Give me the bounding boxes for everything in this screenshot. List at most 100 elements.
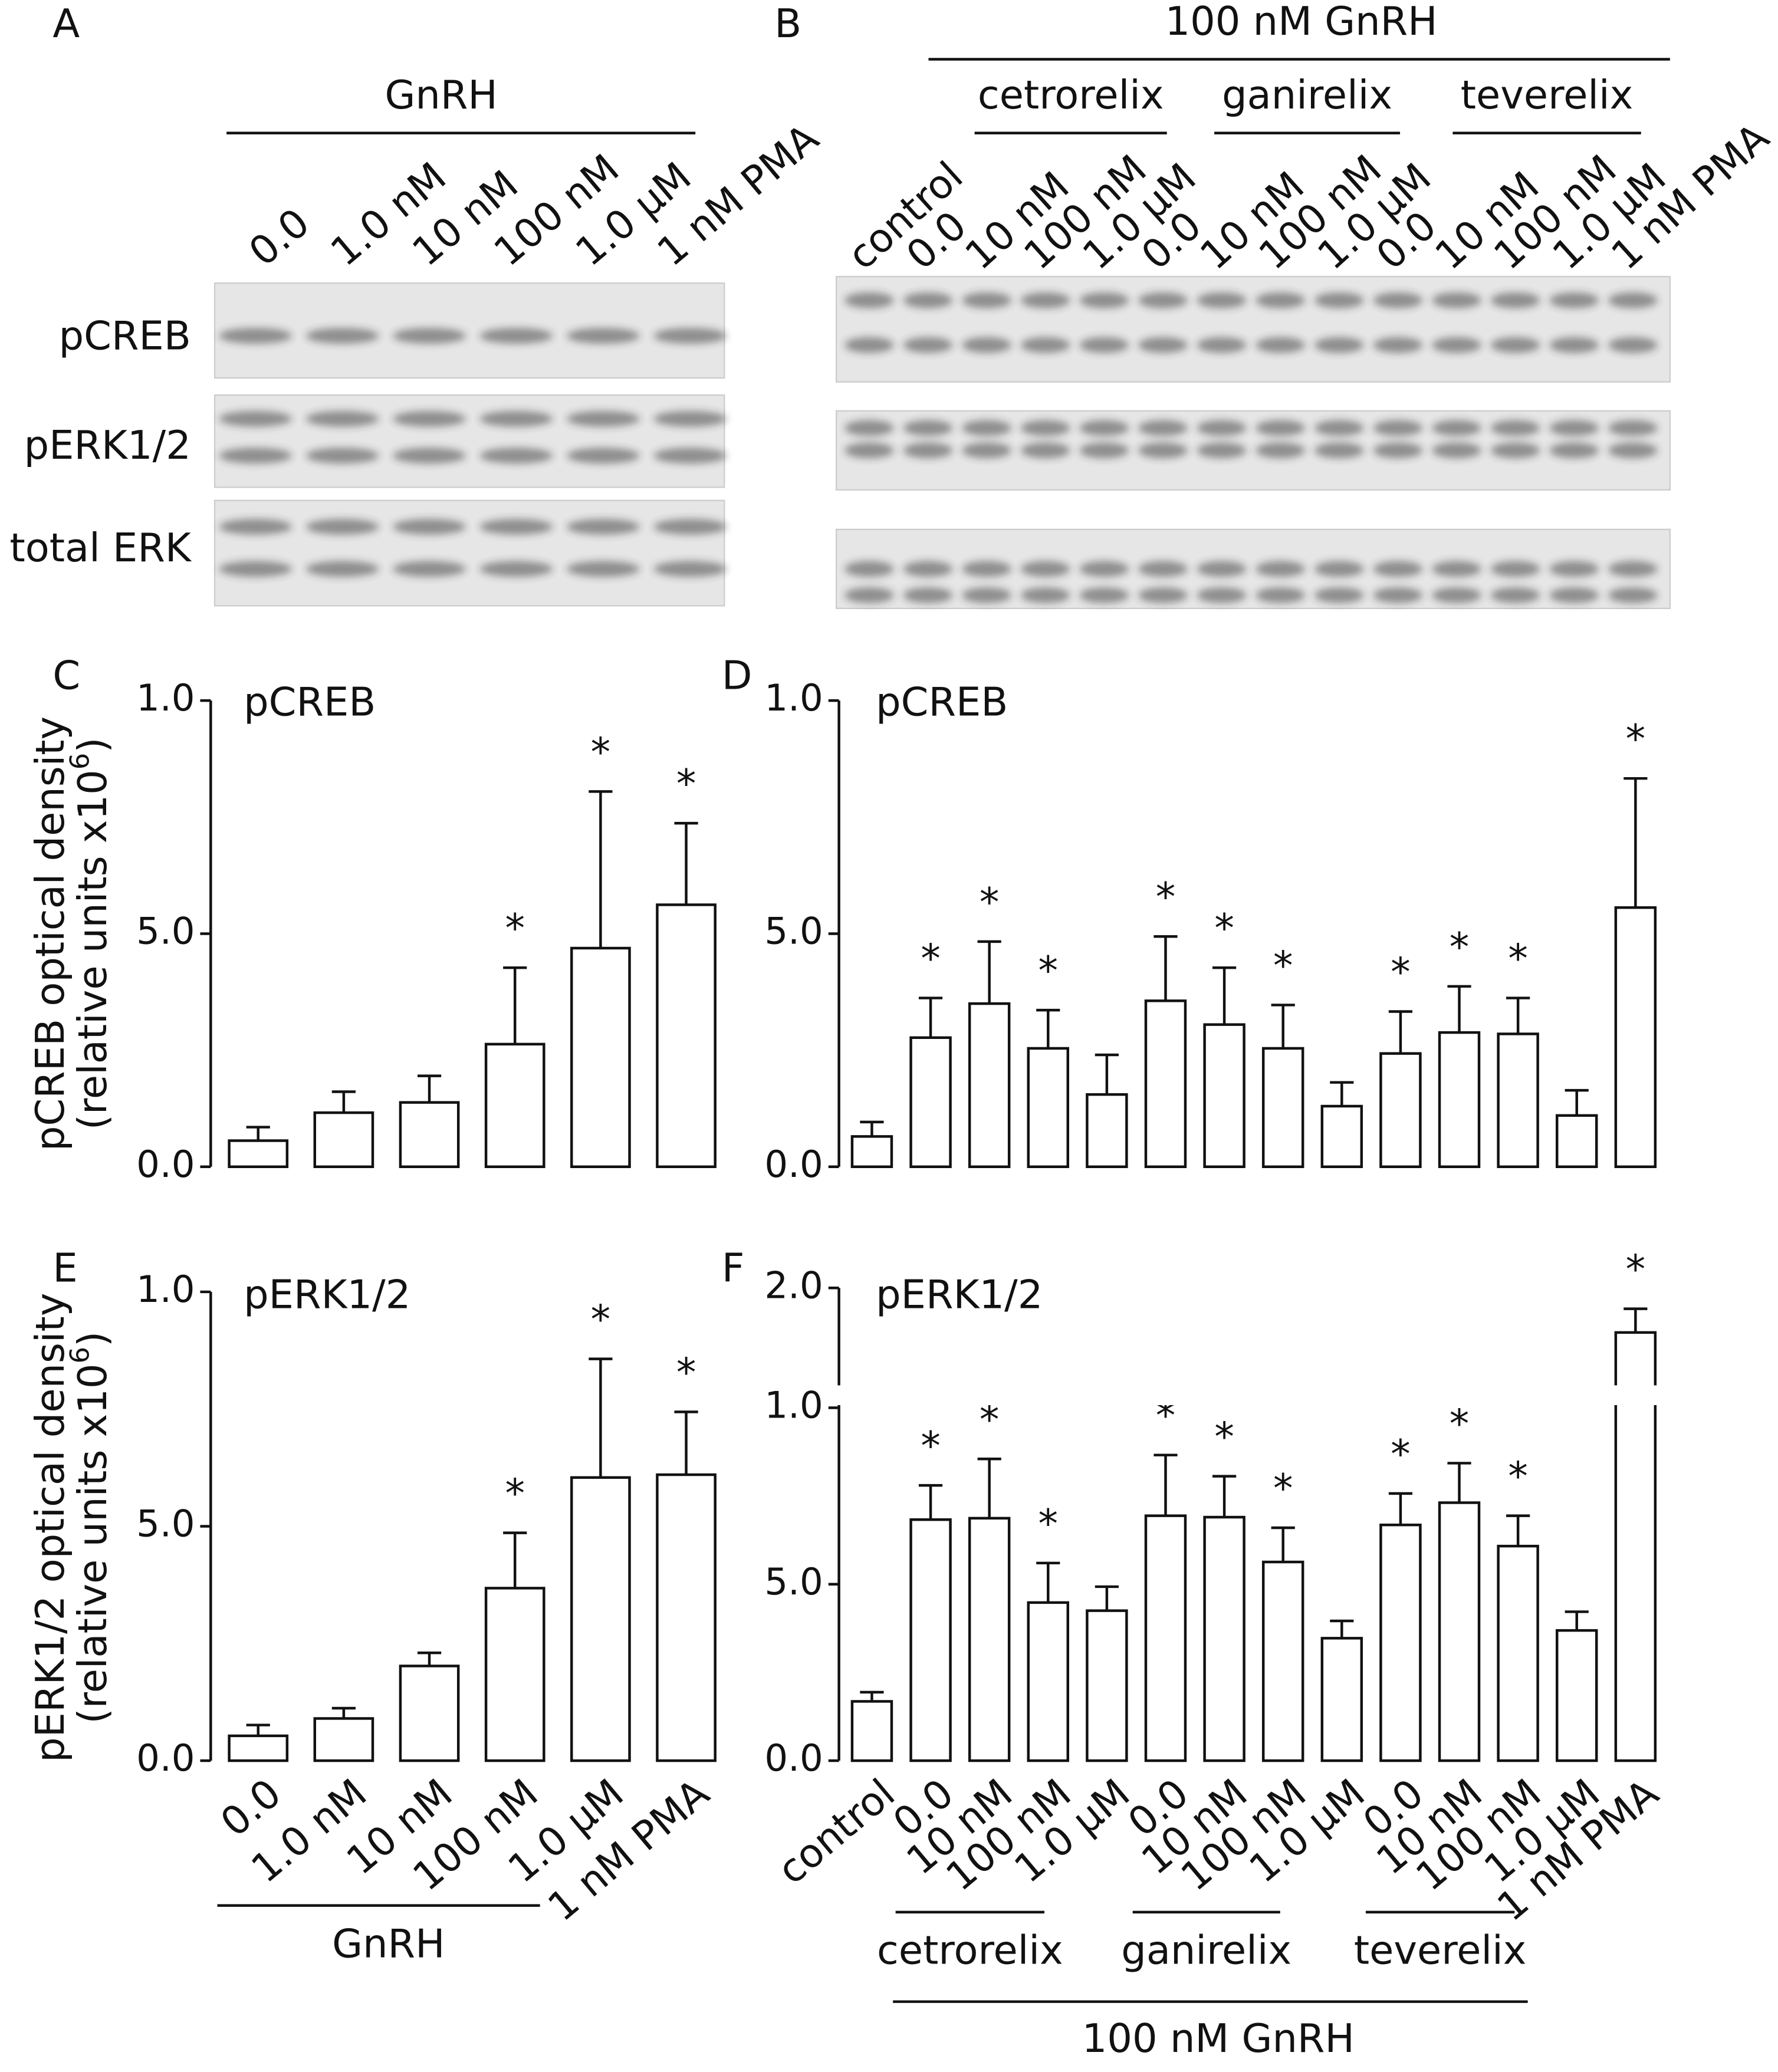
error-bar (246, 1724, 270, 1736)
blot-band (903, 420, 953, 436)
error-bar (1212, 966, 1237, 1025)
error-bar (1212, 1475, 1237, 1518)
bar (909, 1036, 952, 1169)
units-text: (relative units x10 (69, 1363, 115, 1724)
blot-band (1197, 561, 1247, 577)
error-bar (503, 1531, 527, 1588)
blot-band (1020, 337, 1070, 353)
significance-marker: * (1450, 924, 1470, 970)
blot-band (479, 328, 553, 344)
blot-band (1432, 292, 1481, 308)
blot-band (1432, 442, 1481, 459)
blot-band (219, 518, 293, 535)
blot-background (836, 528, 1671, 609)
significance-marker: * (591, 1297, 611, 1343)
blot-band (1314, 420, 1364, 436)
blot-band (566, 518, 640, 535)
y-tick-label: 1.0 (764, 676, 823, 719)
bar (1556, 1629, 1598, 1762)
blot-band (479, 518, 553, 535)
blot-row-label: total ERK (10, 525, 192, 571)
blot-band (1608, 587, 1658, 603)
category-group-label: GnRH (332, 1920, 445, 1966)
blot-band (844, 292, 894, 308)
blot-band (393, 518, 466, 535)
error-bar (1623, 777, 1648, 908)
blot-band (1256, 292, 1306, 308)
error-bar (589, 1357, 613, 1478)
blot-band (1314, 561, 1364, 577)
error-bar (503, 966, 527, 1044)
blot-band (1020, 292, 1070, 308)
blot-band (962, 337, 1012, 353)
error-bar (674, 821, 698, 905)
blot-band (1079, 337, 1129, 353)
significance-marker: * (921, 1423, 941, 1469)
blot-header: 100 nM GnRH (1165, 0, 1437, 44)
blot-band (1432, 337, 1481, 353)
error-bar (918, 996, 943, 1038)
blot-band (1490, 587, 1540, 603)
blot-band (1373, 587, 1423, 603)
units-text: (relative units x10 (69, 769, 115, 1130)
panel-letter: F (722, 1245, 745, 1291)
error-bar (417, 1651, 442, 1666)
significance-marker: * (1450, 1400, 1470, 1446)
error-bar (860, 1120, 884, 1137)
y-axis-label: pERK1/2 optical density (27, 1293, 73, 1762)
blot-background (836, 410, 1671, 491)
bar (1497, 1032, 1539, 1169)
blot-band (1373, 337, 1423, 353)
blot-band (903, 292, 953, 308)
blot-band (219, 448, 293, 464)
blot-band (1490, 420, 1540, 436)
y-tick-label: 1.0 (136, 676, 195, 719)
error-bar (1271, 1004, 1295, 1048)
chart-title: pCREB (244, 679, 376, 725)
blot-band (903, 587, 953, 603)
blot-band (1608, 442, 1658, 459)
blot-band (566, 561, 640, 577)
error-bar (1388, 1010, 1413, 1054)
significance-marker: * (1508, 936, 1528, 982)
y-tick-label: 5.0 (136, 1502, 195, 1545)
bar (484, 1587, 545, 1762)
blot-band (844, 420, 894, 436)
blot-band (962, 561, 1012, 577)
chart-title: pERK1/2 (876, 1271, 1043, 1317)
y-tick-label: 5.0 (136, 910, 195, 953)
blot-band (1314, 587, 1364, 603)
blot-band (1256, 561, 1306, 577)
y-tick-label: 5.0 (764, 1560, 823, 1603)
blot-band (1608, 337, 1658, 353)
bar (1027, 1047, 1070, 1169)
blot-band (1079, 442, 1129, 459)
significance-marker: * (1038, 948, 1059, 994)
error-bar (860, 1691, 884, 1702)
bar (484, 1042, 545, 1169)
bar (1203, 1515, 1245, 1762)
error-bar (246, 1126, 270, 1141)
significance-marker: * (1273, 1465, 1293, 1511)
significance-marker: * (980, 879, 1000, 925)
blot-band (1256, 337, 1306, 353)
error-bar (417, 1074, 442, 1103)
bar (968, 1517, 1011, 1762)
panel-letter: E (52, 1245, 77, 1291)
bar (313, 1111, 374, 1169)
blot-band (1549, 442, 1599, 459)
bar (1027, 1601, 1070, 1762)
blot-band (1197, 337, 1247, 353)
units-exponent: 6 (64, 1347, 95, 1363)
significance-marker: * (676, 761, 696, 807)
blot-band (305, 328, 379, 344)
blot-group-label: GnRH (385, 72, 498, 118)
significance-marker: * (1038, 1501, 1059, 1547)
blot-band (1197, 442, 1247, 459)
blot-band (1490, 292, 1540, 308)
lane-label: 0.0 (241, 199, 318, 275)
blot-band (1197, 420, 1247, 436)
blot-band (1373, 420, 1423, 436)
significance-marker: * (505, 905, 525, 951)
